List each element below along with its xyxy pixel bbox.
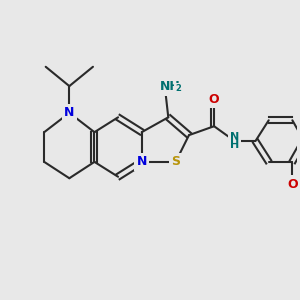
- Text: 2: 2: [176, 84, 182, 93]
- Text: S: S: [171, 155, 180, 168]
- Text: NH: NH: [160, 80, 181, 93]
- Text: O: O: [209, 93, 219, 106]
- Text: O: O: [287, 178, 298, 191]
- Text: N: N: [136, 155, 147, 168]
- Text: N: N: [64, 106, 74, 119]
- Text: N
H: N H: [230, 132, 239, 151]
